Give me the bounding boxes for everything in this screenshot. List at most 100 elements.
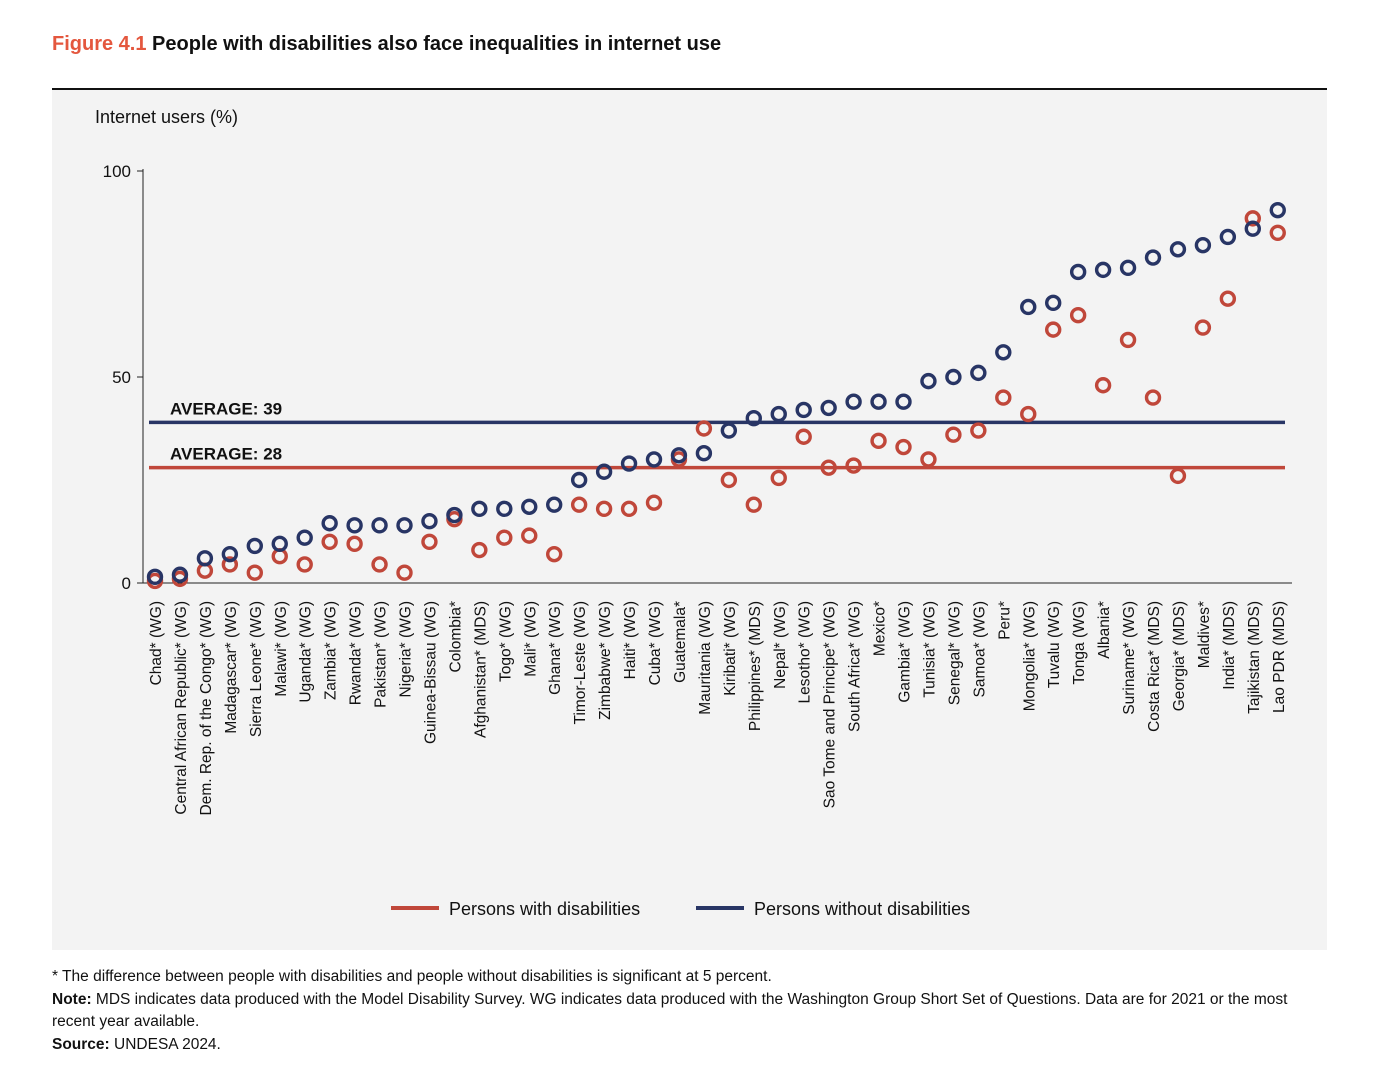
point-with-disabilities — [1219, 290, 1237, 307]
point-without-disabilities — [346, 517, 363, 534]
point-without-disabilities — [795, 401, 812, 419]
point-with-disabilities — [496, 529, 513, 546]
point-with-disabilities — [346, 535, 363, 553]
y-tick-label: 100 — [103, 162, 131, 181]
point-with-disabilities — [895, 438, 912, 456]
point-with-disabilities — [471, 541, 488, 559]
x-tick-label: Nigeria* (WG) — [398, 601, 415, 697]
point-without-disabilities — [720, 422, 738, 439]
point-without-disabilities — [670, 447, 688, 464]
x-tick-label: Sao Tome and Principe* (WG) — [822, 601, 839, 808]
point-without-disabilities — [1269, 201, 1286, 219]
note-text: MDS indicates data produced with the Mod… — [52, 990, 1288, 1031]
legend-label-with-disabilities: Persons with disabilities — [449, 899, 640, 919]
x-tick-label: Tunisia* (WG) — [921, 601, 938, 698]
y-axis-label: Internet users (%) — [95, 107, 238, 127]
x-tick-label: Tonga (WG) — [1071, 601, 1088, 685]
point-with-disabilities — [1119, 331, 1137, 349]
point-without-disabilities — [620, 455, 638, 472]
point-with-disabilities — [820, 459, 837, 476]
point-with-disabilities — [845, 457, 862, 474]
x-tick-label: Peru* — [996, 601, 1013, 640]
point-without-disabilities — [296, 529, 313, 546]
point-without-disabilities — [945, 368, 962, 386]
x-tick-label: Ghana* (WG) — [547, 601, 564, 695]
point-with-disabilities — [645, 494, 663, 511]
point-with-disabilities — [1269, 224, 1286, 242]
point-without-disabilities — [221, 545, 239, 563]
point-without-disabilities — [595, 463, 613, 480]
point-with-disabilities — [221, 556, 239, 573]
point-with-disabilities — [1069, 307, 1087, 324]
x-tick-label: South Africa* (WG) — [847, 601, 864, 732]
source-note: Source: UNDESA 2024. — [52, 1034, 1332, 1057]
legend-label-without-disabilities: Persons without disabilities — [754, 899, 970, 919]
x-tick-label: Tajikistan (MDS) — [1246, 601, 1263, 714]
point-with-disabilities — [421, 533, 438, 550]
x-tick-label: Sierra Leone* (WG) — [248, 601, 265, 737]
point-without-disabilities — [271, 535, 288, 553]
x-tick-label: Costa Rica* (MDS) — [1146, 601, 1163, 732]
point-without-disabilities — [970, 364, 987, 382]
point-with-disabilities — [745, 496, 762, 513]
point-without-disabilities — [1244, 220, 1262, 237]
point-without-disabilities — [421, 513, 438, 530]
point-without-disabilities — [820, 399, 837, 417]
point-without-disabilities — [1044, 294, 1062, 312]
point-without-disabilities — [895, 393, 912, 410]
x-tick-label: Afghanistan* (MDS) — [472, 601, 489, 738]
point-with-disabilities — [371, 556, 388, 573]
x-tick-label: Senegal* (WG) — [946, 601, 963, 705]
point-with-disabilities — [1194, 319, 1212, 336]
point-without-disabilities — [845, 393, 862, 410]
point-with-disabilities — [1244, 210, 1262, 227]
point-with-disabilities — [795, 428, 812, 445]
x-tick-label: Timor-Leste (WG) — [572, 601, 589, 724]
x-tick-label: Gambia* (WG) — [897, 601, 914, 703]
x-tick-label: Philippines* (MDS) — [747, 601, 764, 731]
x-tick-label: Zambia* (WG) — [323, 601, 340, 700]
title-rule — [52, 88, 1327, 90]
x-tick-label: Chad* (WG) — [148, 601, 165, 685]
point-with-disabilities — [396, 564, 413, 581]
point-with-disabilities — [995, 389, 1012, 406]
x-tick-label: Central African Republic* (WG) — [173, 601, 190, 815]
point-without-disabilities — [1069, 263, 1087, 281]
x-tick-label: Mexico* — [872, 601, 889, 656]
point-without-disabilities — [995, 344, 1012, 361]
point-with-disabilities — [321, 533, 338, 550]
point-with-disabilities — [546, 545, 563, 563]
y-tick-label: 0 — [122, 574, 131, 593]
point-without-disabilities — [246, 537, 264, 555]
point-without-disabilities — [695, 445, 713, 462]
x-tick-label: Georgia* (MDS) — [1171, 601, 1188, 711]
point-without-disabilities — [471, 500, 488, 518]
x-tick-label: Togo* (WG) — [497, 601, 514, 682]
x-tick-label: Guatemala* — [672, 601, 689, 683]
x-tick-label: Tuvalu (WG) — [1046, 601, 1063, 688]
point-with-disabilities — [920, 451, 937, 468]
point-with-disabilities — [1020, 405, 1037, 423]
point-without-disabilities — [745, 410, 762, 427]
point-with-disabilities — [695, 420, 713, 437]
point-without-disabilities — [1119, 259, 1137, 277]
x-tick-label: Pakistan* (WG) — [373, 601, 390, 708]
x-tick-label: Mali* (WG) — [522, 601, 539, 677]
point-with-disabilities — [570, 496, 588, 513]
point-with-disabilities — [620, 500, 638, 518]
point-without-disabilities — [1219, 228, 1237, 246]
point-with-disabilities — [521, 527, 538, 544]
point-without-disabilities — [546, 496, 563, 513]
x-tick-label: Guinea-Bissau (WG) — [422, 601, 439, 744]
point-without-disabilities — [770, 405, 787, 423]
point-without-disabilities — [321, 515, 338, 532]
method-note: Note: MDS indicates data produced with t… — [52, 989, 1332, 1034]
x-tick-label: Cuba* (WG) — [647, 601, 664, 685]
x-tick-label: Maldives* — [1196, 601, 1213, 668]
x-tick-label: Colombia* — [447, 601, 464, 673]
source-label: Source: — [52, 1035, 110, 1053]
x-tick-label: Nepal* (WG) — [772, 601, 789, 689]
figure-title: Figure 4.1 People with disabilities also… — [52, 33, 721, 56]
point-without-disabilities — [1144, 249, 1162, 266]
point-without-disabilities — [396, 517, 413, 534]
